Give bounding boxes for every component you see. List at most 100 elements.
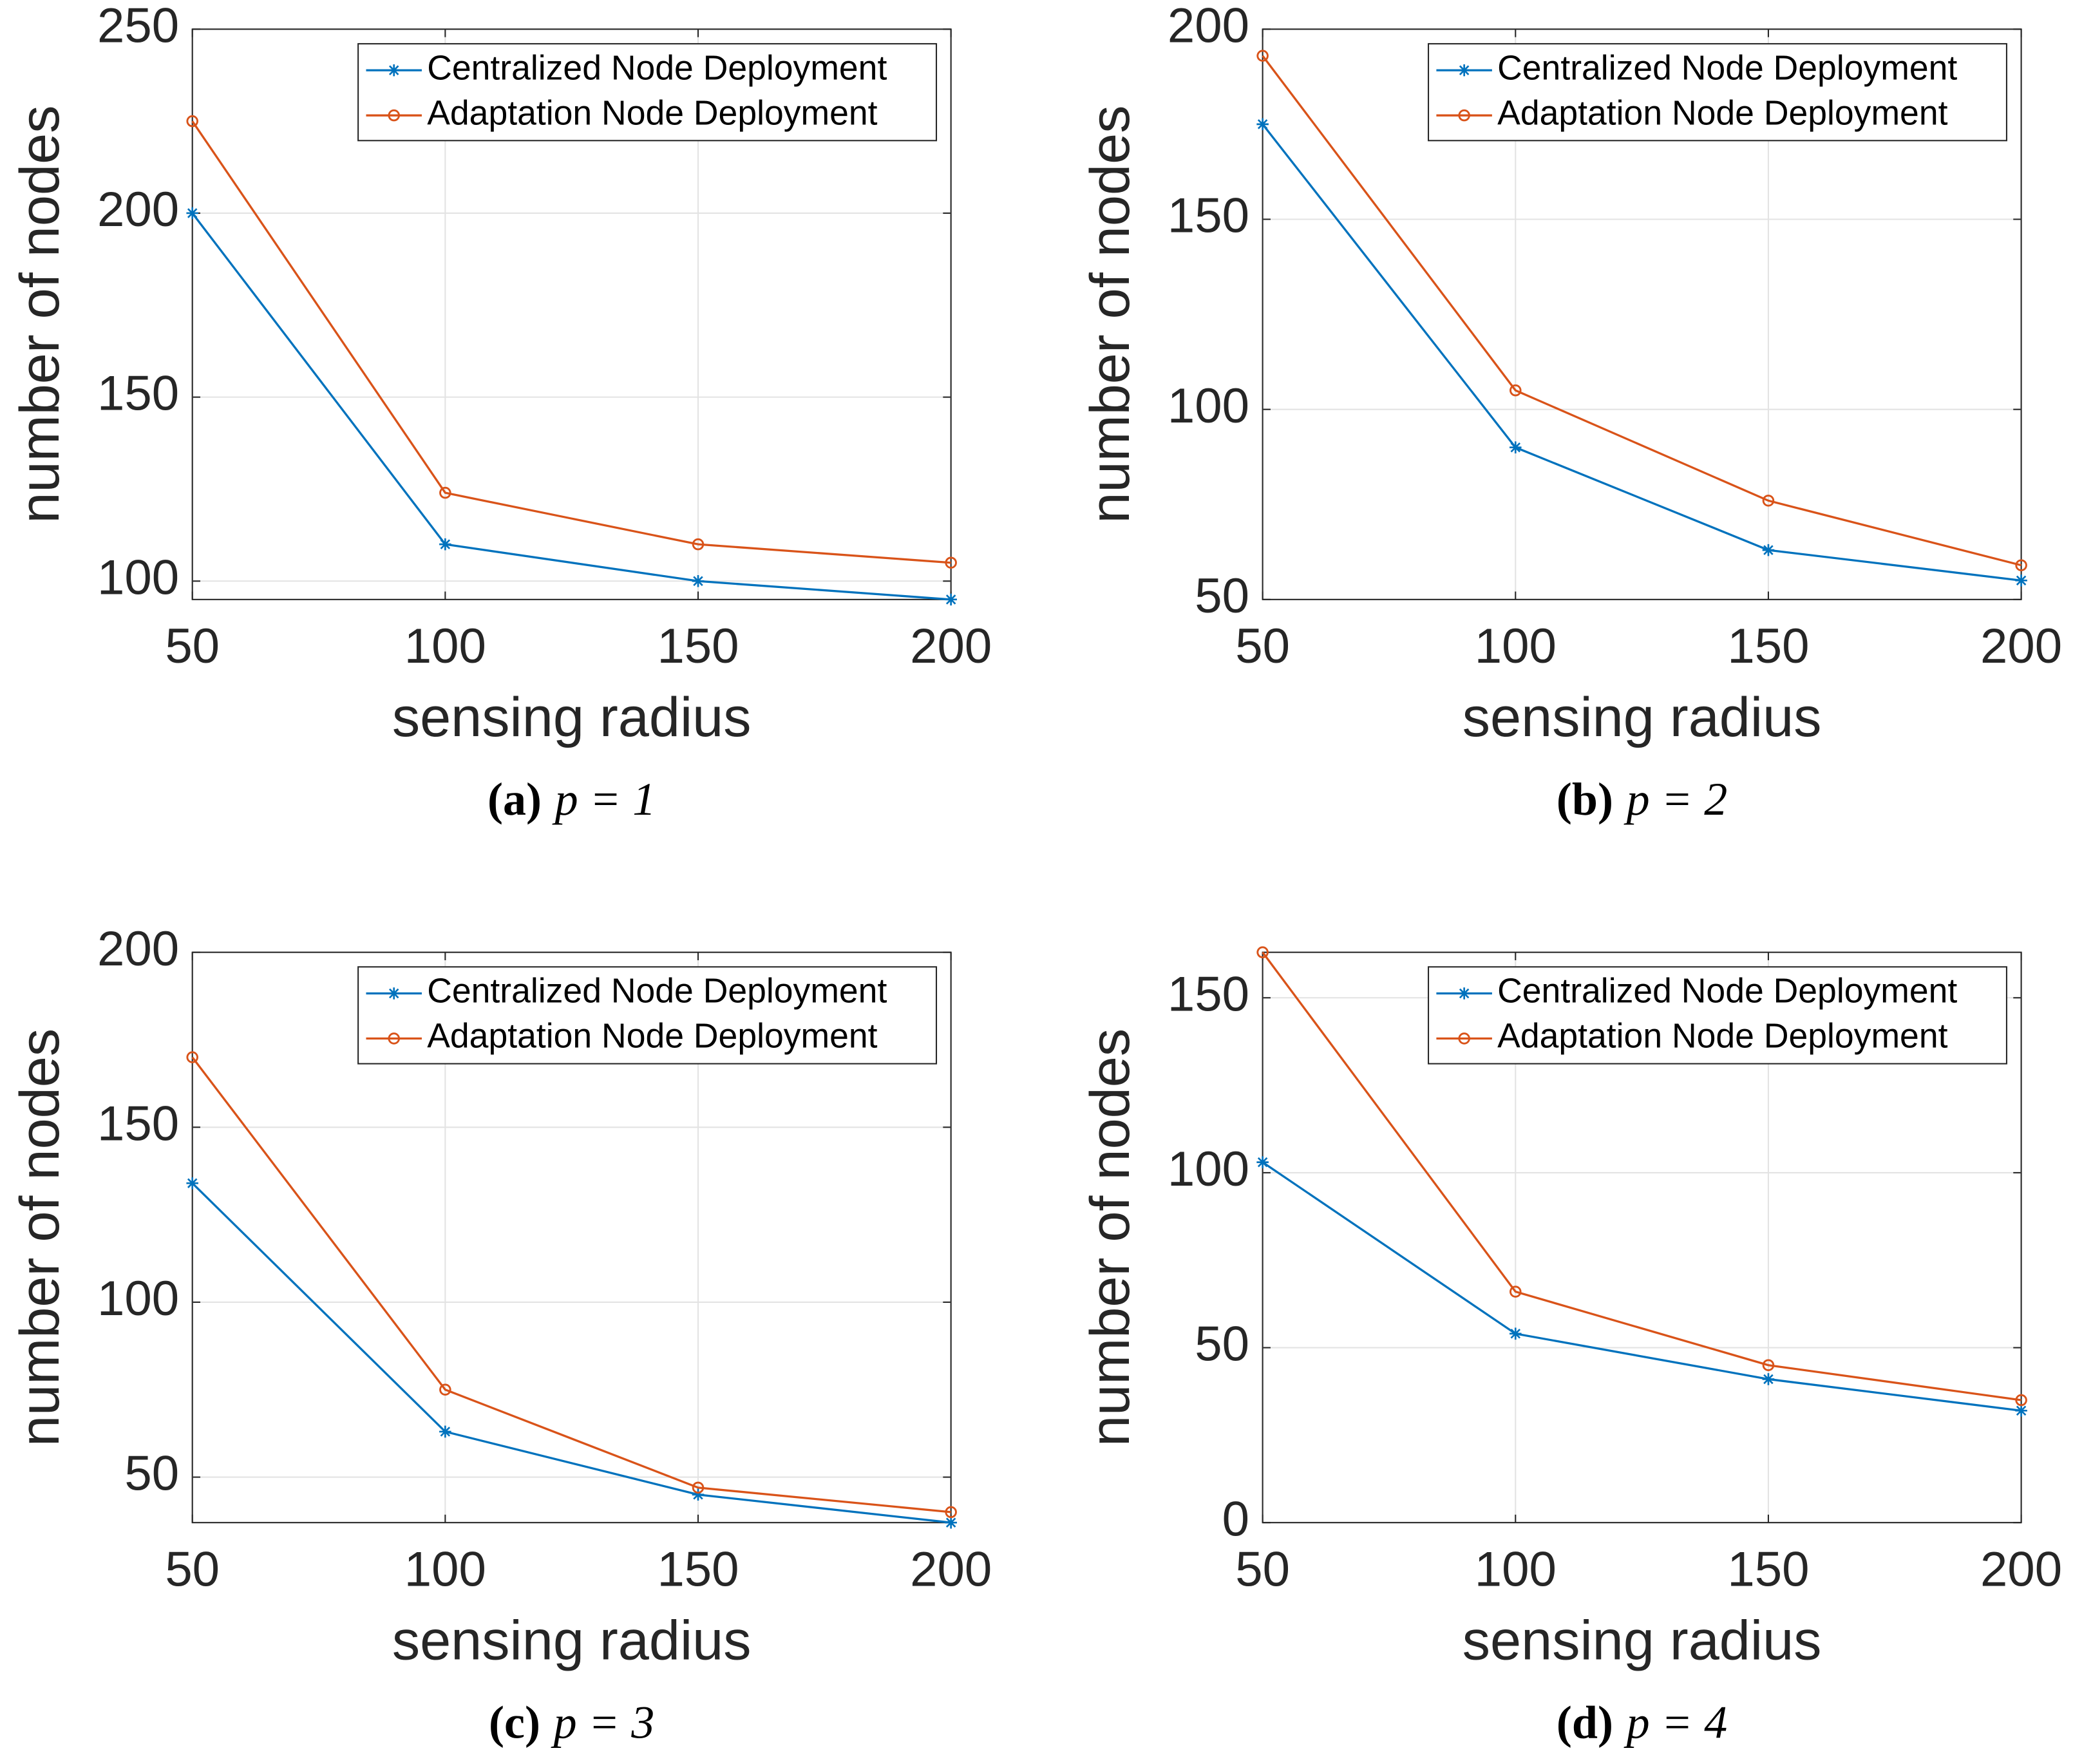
legend-box xyxy=(357,966,938,1065)
y-tick-label: 200 xyxy=(97,922,179,976)
marker xyxy=(692,538,705,551)
y-tick-label: 0 xyxy=(1222,1492,1249,1546)
marker xyxy=(1510,1285,1522,1298)
caption-label: (d) xyxy=(1557,1696,1613,1748)
x-tick-label: 150 xyxy=(1727,619,1809,674)
series-line xyxy=(191,1182,951,1524)
x-tick-label: 100 xyxy=(404,619,486,674)
marker xyxy=(1510,1327,1522,1340)
y-axis-label: number of nodes xyxy=(1079,1029,1141,1446)
marker xyxy=(1256,1156,1269,1168)
caption-text: p = 3 xyxy=(551,1696,655,1748)
legend: Centralized Node Deployment Adaptation No… xyxy=(1428,966,2007,1065)
marker xyxy=(1256,118,1269,131)
marker xyxy=(186,1177,198,1190)
chart-panel: 100 150 200 250 50 100 150 200 sensing radius num… xyxy=(9,0,992,825)
marker xyxy=(945,556,957,569)
x-tick-label: 50 xyxy=(165,619,220,674)
caption: (c) p = 3 xyxy=(489,1696,654,1748)
marker xyxy=(388,1032,400,1045)
legend-label: Centralized Node Deployment xyxy=(1497,972,1957,1010)
marker xyxy=(1762,1373,1775,1385)
marker xyxy=(1762,544,1775,556)
x-tick-label: 200 xyxy=(1980,619,2062,674)
caption: (a) p = 1 xyxy=(487,773,656,825)
y-tick-label: 50 xyxy=(1195,1317,1249,1372)
x-tick-label: 50 xyxy=(1235,1542,1290,1597)
legend-label: Centralized Node Deployment xyxy=(427,49,887,87)
series-line xyxy=(1262,55,2022,567)
legend: Centralized Node Deployment Adaptation No… xyxy=(357,966,938,1065)
marker xyxy=(2015,1405,2027,1417)
x-tick-label: 200 xyxy=(910,1542,992,1597)
marker xyxy=(439,538,451,551)
y-axis-label: number of nodes xyxy=(9,106,71,524)
marker xyxy=(388,987,400,1000)
y-tick-label: 250 xyxy=(97,0,179,53)
x-tick-label: 150 xyxy=(657,619,739,674)
caption: (d) p = 4 xyxy=(1557,1696,1727,1748)
x-tick-label: 150 xyxy=(1727,1542,1809,1597)
y-tick-label: 100 xyxy=(97,550,179,605)
x-tick-label: 200 xyxy=(910,619,992,674)
marker xyxy=(2015,574,2027,587)
x-tick-label: 100 xyxy=(404,1542,486,1597)
legend: Centralized Node Deployment Adaptation No… xyxy=(1428,43,2007,142)
marker xyxy=(945,1506,957,1519)
marker xyxy=(1762,495,1775,507)
marker xyxy=(388,109,400,122)
marker xyxy=(186,115,198,128)
caption-text: p = 4 xyxy=(1623,1696,1728,1748)
y-axis-label: number of nodes xyxy=(9,1029,71,1446)
marker xyxy=(1458,987,1470,1000)
x-tick-label: 50 xyxy=(165,1542,220,1597)
marker xyxy=(439,486,451,499)
y-tick-label: 100 xyxy=(1168,1142,1249,1197)
x-tick-label: 100 xyxy=(1475,619,1557,674)
caption-text: p = 2 xyxy=(1623,773,1728,825)
marker xyxy=(945,1516,957,1529)
legend-label: Adaptation Node Deployment xyxy=(1497,94,1947,132)
legend: Centralized Node Deployment Adaptation No… xyxy=(357,43,938,142)
series-line xyxy=(1262,951,2021,1401)
y-axis-label: number of nodes xyxy=(1079,106,1141,524)
y-tick-label: 200 xyxy=(1168,0,1249,53)
plot-frame xyxy=(191,28,952,600)
marker xyxy=(1510,384,1522,397)
legend-label: Adaptation Node Deployment xyxy=(427,94,877,132)
y-tick-label: 50 xyxy=(124,1446,179,1501)
plot-frame xyxy=(1262,28,2022,600)
legend-label: Adaptation Node Deployment xyxy=(427,1018,877,1056)
marker xyxy=(2015,1394,2027,1407)
caption-label: (b) xyxy=(1557,773,1613,825)
series-line xyxy=(191,120,951,564)
x-axis-label: sensing radius xyxy=(1462,1609,1822,1671)
x-tick-label: 100 xyxy=(1475,1542,1557,1597)
marker xyxy=(439,1425,451,1438)
y-tick-label: 150 xyxy=(97,366,179,421)
x-tick-label: 150 xyxy=(657,1542,739,1597)
marker xyxy=(692,1481,705,1494)
x-tick-label: 200 xyxy=(1980,1542,2062,1597)
series-line xyxy=(1262,123,2021,582)
legend-label: Centralized Node Deployment xyxy=(427,972,887,1010)
legend-box xyxy=(1428,43,2007,142)
marker xyxy=(1256,50,1269,62)
marker xyxy=(388,64,400,77)
x-axis-label: sensing radius xyxy=(1462,687,1822,748)
marker xyxy=(1458,64,1470,77)
marker xyxy=(2015,559,2027,571)
series-line xyxy=(191,212,951,601)
legend-label: Centralized Node Deployment xyxy=(1497,49,1957,87)
caption-text: p = 1 xyxy=(552,773,656,825)
marker xyxy=(692,575,705,587)
marker xyxy=(1762,1359,1775,1371)
marker xyxy=(186,1051,198,1063)
marker xyxy=(439,1383,451,1396)
chart-panel: 50 100 150 200 50 100 150 200 sensing radius numb… xyxy=(9,922,992,1748)
legend-box xyxy=(1428,966,2007,1065)
legend-box xyxy=(357,43,938,142)
